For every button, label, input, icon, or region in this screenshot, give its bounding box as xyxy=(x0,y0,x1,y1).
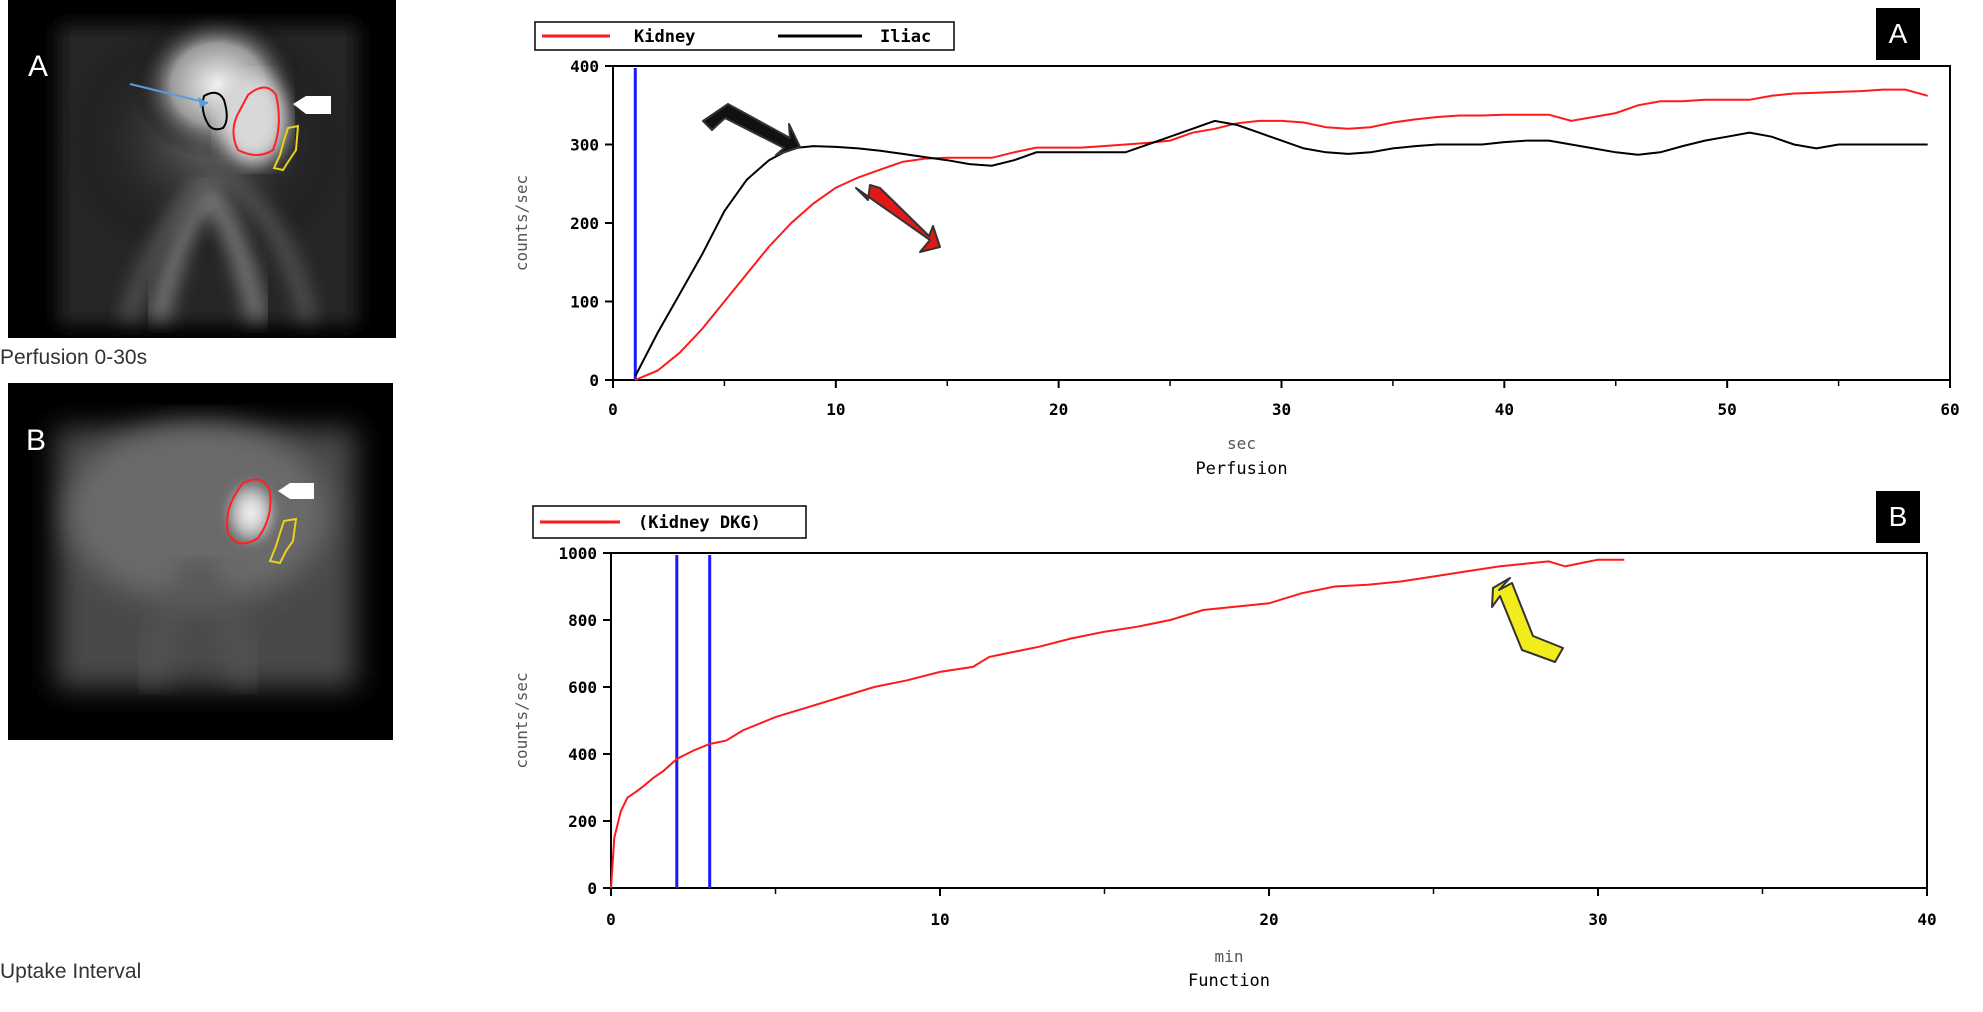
white-arrow-icon-b xyxy=(278,483,314,499)
chart-letter-b: B xyxy=(1876,491,1920,543)
function-y-tick-label: 400 xyxy=(568,745,597,764)
function-x-tick-label: 40 xyxy=(1917,910,1936,929)
function-x-axis-label: min xyxy=(1215,947,1244,966)
scan-panel-letter-a: A xyxy=(28,50,49,83)
black-bent-arrow-icon xyxy=(702,103,801,156)
perfusion-scan-image xyxy=(8,0,396,338)
perfusion-chart-title: Perfusion xyxy=(1195,459,1287,479)
uptake-scan-image xyxy=(8,383,393,740)
kidney-roi-outline xyxy=(232,86,280,156)
perfusion-y-tick-label: 200 xyxy=(570,214,599,233)
function-x-tick-label: 0 xyxy=(606,910,616,929)
function-series-0-line xyxy=(610,558,1625,889)
chart-letter-a: A xyxy=(1876,8,1920,60)
red-bent-arrow-icon xyxy=(855,184,941,253)
kidney-roi-outline-b xyxy=(226,478,272,545)
perfusion-caption: Perfusion 0-30s xyxy=(0,346,148,369)
perfusion-y-tick-label: 400 xyxy=(570,57,599,76)
function-x-tick-label: 20 xyxy=(1259,910,1278,929)
function-y-axis-label: counts/sec xyxy=(512,672,531,768)
perfusion-y-tick-label: 0 xyxy=(589,371,599,390)
perfusion-x-tick-label: 40 xyxy=(1495,400,1514,419)
function-x-tick-label: 30 xyxy=(1588,910,1607,929)
perfusion-x-tick-label: 20 xyxy=(1049,400,1068,419)
perfusion-y-tick-label: 300 xyxy=(570,136,599,155)
function-y-tick-label: 200 xyxy=(568,812,597,831)
pointer-arrow-icon xyxy=(129,83,209,104)
uptake-scan-graphic xyxy=(8,383,356,688)
perfusion-x-tick-label: 60 xyxy=(1940,400,1959,419)
function-y-tick-label: 600 xyxy=(568,678,597,697)
scan-panel-letter-b: B xyxy=(26,424,47,457)
perfusion-x-tick-label: 50 xyxy=(1718,400,1737,419)
perfusion-y-tick-label: 100 xyxy=(570,293,599,312)
function-legend-label-0: (Kidney DKG) xyxy=(638,513,761,533)
perfusion-x-tick-label: 10 xyxy=(826,400,845,419)
perfusion-plot-frame xyxy=(612,65,1951,381)
function-chart-title: Function xyxy=(1188,971,1270,991)
perfusion-x-tick-label: 30 xyxy=(1272,400,1291,419)
white-arrow-icon xyxy=(293,96,331,114)
yellow-bent-arrow-icon xyxy=(1491,577,1564,663)
perfusion-x-axis-label: sec xyxy=(1227,434,1256,453)
pointer-arrowhead-icon xyxy=(198,97,208,108)
function-y-tick-label: 0 xyxy=(587,879,597,898)
perfusion-x-tick-label: 0 xyxy=(608,400,618,419)
perfusion-series-1-line xyxy=(634,119,1928,377)
function-x-tick-label: 10 xyxy=(930,910,949,929)
perfusion-scan-graphic xyxy=(58,10,358,325)
perfusion-series-0-line xyxy=(634,88,1928,381)
perfusion-legend-label-0: Kidney xyxy=(634,27,695,47)
background-roi-outline-b xyxy=(268,517,298,565)
function-y-tick-label: 800 xyxy=(568,611,597,630)
perfusion-y-axis-label: counts/sec xyxy=(512,175,531,271)
function-y-tick-label: 1000 xyxy=(558,544,597,563)
uptake-caption: Uptake Interval xyxy=(0,960,142,983)
iliac-roi-outline xyxy=(201,91,228,131)
background-roi-outline xyxy=(272,124,300,172)
perfusion-legend-label-1: Iliac xyxy=(880,27,931,47)
